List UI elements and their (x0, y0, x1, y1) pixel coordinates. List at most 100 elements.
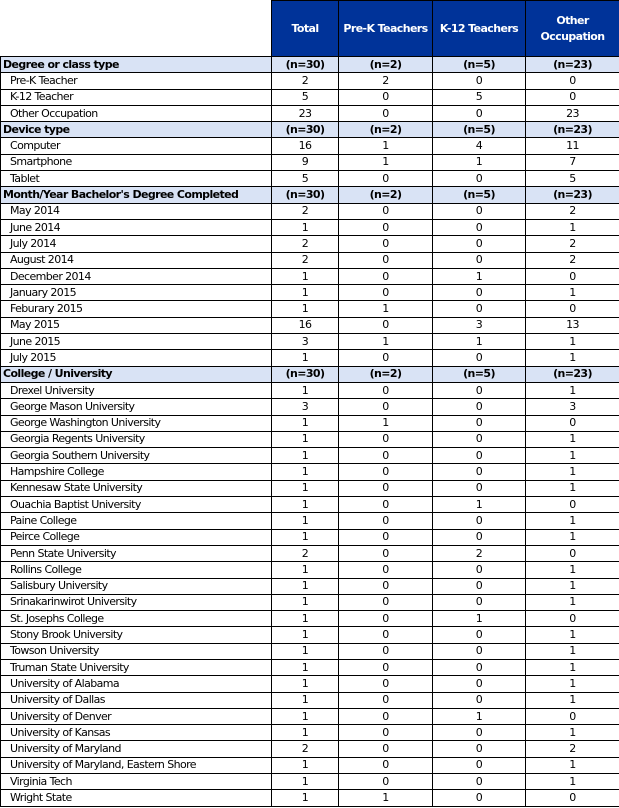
row-value: 1 (271, 284, 339, 302)
section-count: (n=23) (525, 365, 619, 383)
row-value: 0 (338, 577, 433, 595)
table-row: January 2015 1 0 0 1 (0, 284, 619, 302)
row-value: 0 (432, 593, 526, 612)
row-value: 0 (432, 72, 526, 90)
row-label: University of Maryland, Eastern Shore (0, 756, 272, 775)
row-label: July 2014 (0, 235, 272, 253)
column-header-total: Total (271, 0, 339, 57)
row-value: 1 (271, 267, 339, 286)
row-value: 0 (432, 626, 526, 644)
row-value: 0 (432, 235, 526, 253)
section-header-row: College / University (n=30) (n=2) (n=5) (n=2… (0, 365, 619, 383)
row-label: May 2014 (0, 202, 272, 220)
row-value: 1 (525, 642, 619, 660)
row-value: 1 (525, 349, 619, 367)
column-header-prek: Pre-K Teachers (338, 0, 433, 57)
row-value: 0 (338, 593, 433, 612)
table-row: Penn State University 2 0 2 0 (0, 544, 619, 563)
row-value: 2 (271, 72, 339, 90)
row-value: 3 (271, 398, 339, 416)
row-value: 2 (525, 740, 619, 758)
row-value: 11 (525, 137, 619, 155)
section-title: Month/Year Bachelor's Degree Completed (0, 186, 272, 204)
row-value: 1 (525, 218, 619, 237)
row-value: 23 (525, 104, 619, 123)
row-value: 2 (271, 740, 339, 758)
row-value: 3 (525, 398, 619, 416)
row-value: 3 (432, 316, 526, 335)
row-value: 0 (432, 658, 526, 677)
table-row: May 2015 16 0 3 13 (0, 316, 619, 335)
row-value: 9 (271, 153, 339, 172)
table-row: University of Dallas 1 0 0 1 (0, 691, 619, 709)
row-value: 0 (338, 675, 433, 693)
row-value: 0 (338, 544, 433, 563)
row-value: 0 (338, 202, 433, 220)
row-value: 1 (338, 789, 433, 807)
row-value: 1 (525, 284, 619, 302)
row-label: Paine College (0, 512, 272, 530)
table-row: Kennesaw State University 1 0 0 1 (0, 479, 619, 498)
row-value: 1 (271, 707, 339, 726)
section-title: College / University (0, 365, 272, 383)
row-value: 1 (271, 300, 339, 318)
row-label: University of Denver (0, 707, 272, 726)
row-value: 1 (525, 756, 619, 775)
section-count: (n=2) (338, 121, 433, 139)
row-value: 0 (338, 88, 433, 106)
table-row: May 2014 2 0 0 2 (0, 202, 619, 220)
row-value: 5 (271, 88, 339, 106)
row-label: Penn State University (0, 544, 272, 563)
row-value: 2 (271, 251, 339, 269)
row-value: 0 (338, 740, 433, 758)
section-count: (n=2) (338, 55, 433, 74)
row-value: 0 (432, 561, 526, 579)
row-value: 1 (525, 430, 619, 449)
row-value: 1 (338, 137, 433, 155)
column-header-other: Other Occupation (525, 0, 619, 57)
table-row: Computer 16 1 4 11 (0, 137, 619, 155)
row-value: 5 (271, 170, 339, 188)
row-value: 0 (338, 235, 433, 253)
row-label: May 2015 (0, 316, 272, 335)
column-header-k12: K-12 Teachers (432, 0, 526, 57)
row-value: 1 (271, 381, 339, 400)
row-value: 1 (271, 349, 339, 367)
row-value: 5 (525, 170, 619, 188)
row-label: Feburary 2015 (0, 300, 272, 318)
row-value: 23 (271, 104, 339, 123)
row-label: University of Dallas (0, 691, 272, 709)
row-label: Peirce College (0, 528, 272, 546)
row-value: 1 (525, 381, 619, 400)
section-count: (n=30) (271, 121, 339, 139)
row-value: 1 (525, 773, 619, 791)
row-value: 0 (432, 756, 526, 775)
row-label: Stony Brook University (0, 626, 272, 644)
row-value: 0 (338, 642, 433, 660)
table-row: K-12 Teacher 5 0 5 0 (0, 88, 619, 106)
row-value: 1 (525, 577, 619, 595)
row-label: George Washington University (0, 414, 272, 432)
row-value: 0 (432, 300, 526, 318)
row-label: Smartphone (0, 153, 272, 172)
row-value: 0 (525, 88, 619, 106)
row-value: 0 (432, 789, 526, 807)
row-value: 1 (525, 447, 619, 465)
row-value: 13 (525, 316, 619, 335)
table-row: Stony Brook University 1 0 0 1 (0, 626, 619, 644)
row-value: 2 (525, 235, 619, 253)
row-value: 0 (432, 577, 526, 595)
row-value: 1 (525, 333, 619, 351)
section-count: (n=30) (271, 55, 339, 74)
row-label: Drexel University (0, 381, 272, 400)
row-value: 0 (338, 170, 433, 188)
table-row: Feburary 2015 1 1 0 0 (0, 300, 619, 318)
table-row: George Washington University 1 1 0 0 (0, 414, 619, 432)
blank-header-cell (0, 0, 272, 57)
header-row: Total Pre-K Teachers K-12 Teachers Other… (0, 0, 619, 57)
section-header-row: Device type (n=30) (n=2) (n=5) (n=23) (0, 121, 619, 139)
row-value: 0 (432, 398, 526, 416)
table-row: University of Denver 1 0 1 0 (0, 707, 619, 726)
table-row: Tablet 5 0 0 5 (0, 170, 619, 188)
row-value: 1 (271, 463, 339, 481)
